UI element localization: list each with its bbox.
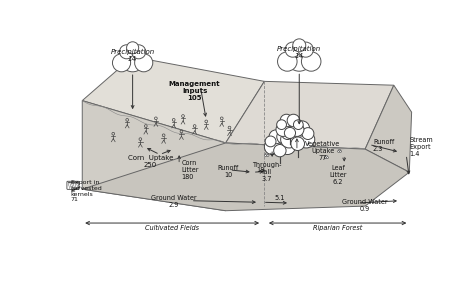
Circle shape bbox=[132, 45, 146, 59]
Circle shape bbox=[278, 52, 297, 71]
Circle shape bbox=[264, 139, 280, 154]
Circle shape bbox=[302, 52, 321, 71]
Polygon shape bbox=[82, 57, 264, 143]
Circle shape bbox=[298, 42, 313, 57]
Circle shape bbox=[276, 122, 290, 137]
Circle shape bbox=[294, 121, 310, 136]
Circle shape bbox=[337, 151, 339, 152]
Circle shape bbox=[284, 136, 295, 147]
Circle shape bbox=[287, 114, 300, 127]
Text: Precipitation
14: Precipitation 14 bbox=[277, 45, 321, 59]
Text: Corn
Litter
180: Corn Litter 180 bbox=[181, 160, 199, 180]
Polygon shape bbox=[226, 81, 394, 149]
Text: Corn  Uptake
250: Corn Uptake 250 bbox=[128, 154, 173, 168]
Text: Ground Water
2.9: Ground Water 2.9 bbox=[151, 195, 196, 208]
Circle shape bbox=[126, 42, 139, 54]
Circle shape bbox=[287, 124, 309, 146]
Circle shape bbox=[269, 130, 283, 144]
Polygon shape bbox=[82, 100, 226, 211]
Text: Leaf
Litter
6.2: Leaf Litter 6.2 bbox=[329, 165, 347, 185]
Text: Riparian Forest: Riparian Forest bbox=[313, 224, 362, 231]
Text: Runoff
10: Runoff 10 bbox=[217, 165, 238, 178]
Circle shape bbox=[270, 133, 290, 153]
Circle shape bbox=[290, 122, 304, 137]
Circle shape bbox=[294, 120, 303, 130]
Text: Runoff
2.3: Runoff 2.3 bbox=[373, 139, 394, 152]
Circle shape bbox=[298, 131, 315, 148]
Text: Management
Inputs
105: Management Inputs 105 bbox=[169, 81, 220, 101]
Circle shape bbox=[135, 54, 153, 72]
Circle shape bbox=[265, 136, 276, 147]
Circle shape bbox=[286, 121, 301, 136]
Polygon shape bbox=[365, 85, 412, 172]
Circle shape bbox=[327, 157, 329, 159]
Circle shape bbox=[277, 130, 291, 144]
Circle shape bbox=[280, 114, 293, 127]
Text: Precipitation
14: Precipitation 14 bbox=[110, 49, 155, 62]
Text: Vegetative
Uptake
77: Vegetative Uptake 77 bbox=[305, 142, 340, 161]
Circle shape bbox=[267, 154, 269, 156]
Circle shape bbox=[281, 128, 294, 139]
Circle shape bbox=[324, 157, 326, 159]
Circle shape bbox=[264, 154, 267, 156]
Circle shape bbox=[284, 127, 295, 139]
Circle shape bbox=[277, 120, 287, 130]
Circle shape bbox=[286, 45, 312, 71]
Circle shape bbox=[112, 54, 131, 72]
Circle shape bbox=[291, 137, 304, 151]
Circle shape bbox=[293, 39, 306, 52]
Text: Cultivated Fields: Cultivated Fields bbox=[145, 224, 199, 231]
Polygon shape bbox=[82, 143, 409, 211]
Text: Export in
harvested
kernels
71: Export in harvested kernels 71 bbox=[71, 180, 102, 202]
Text: Through-
fall
3.7: Through- fall 3.7 bbox=[252, 162, 281, 182]
Circle shape bbox=[340, 151, 341, 152]
Circle shape bbox=[338, 149, 341, 152]
Text: 18: 18 bbox=[257, 167, 265, 173]
Text: Stream
Export
1.4: Stream Export 1.4 bbox=[409, 137, 433, 157]
Circle shape bbox=[274, 144, 286, 157]
Text: 5.1: 5.1 bbox=[274, 195, 285, 201]
Circle shape bbox=[280, 139, 295, 154]
Circle shape bbox=[119, 45, 134, 59]
Circle shape bbox=[281, 131, 298, 148]
Circle shape bbox=[302, 128, 314, 139]
Circle shape bbox=[325, 156, 328, 158]
Circle shape bbox=[120, 48, 145, 72]
Circle shape bbox=[281, 117, 299, 135]
Text: Ground Water
0.9: Ground Water 0.9 bbox=[342, 199, 388, 212]
Circle shape bbox=[285, 42, 300, 57]
Circle shape bbox=[265, 153, 268, 156]
